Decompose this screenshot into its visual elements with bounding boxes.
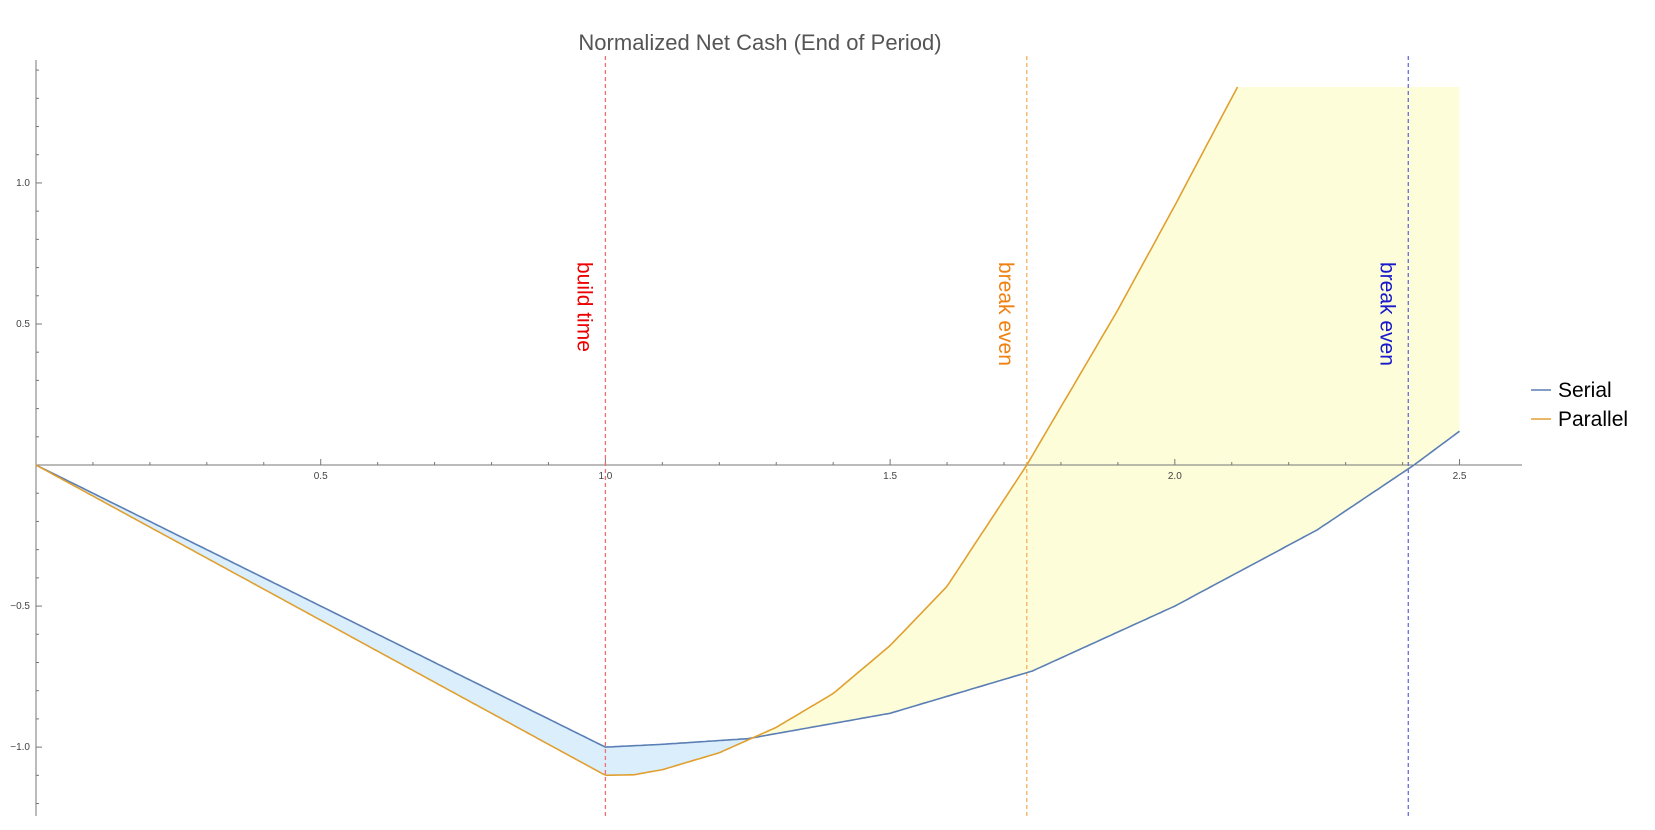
reference-label: break even <box>994 262 1017 366</box>
y-tick-label: 0.5 <box>16 319 30 330</box>
y-tick-label: −0.5 <box>10 601 30 612</box>
chart-title: Normalized Net Cash (End of Period) <box>578 30 941 55</box>
x-tick-label: 1.5 <box>883 471 897 482</box>
y-tick-label: −1.0 <box>10 742 30 753</box>
y-tick-label: 1.0 <box>16 178 30 189</box>
fill-serial-above-parallel <box>36 465 751 775</box>
legend: Serial Parallel <box>1531 379 1628 431</box>
x-tick-label: 0.5 <box>314 471 328 482</box>
x-tick-label: 2.0 <box>1168 471 1182 482</box>
reference-label: break even <box>1375 262 1398 366</box>
legend-label: Serial <box>1558 379 1612 402</box>
x-tick-label: 2.5 <box>1453 471 1467 482</box>
reference-label: build time <box>572 262 595 352</box>
fill-parallel-above-serial <box>755 87 1460 737</box>
legend-label: Parallel <box>1558 408 1628 431</box>
fill-regions <box>36 87 1460 775</box>
